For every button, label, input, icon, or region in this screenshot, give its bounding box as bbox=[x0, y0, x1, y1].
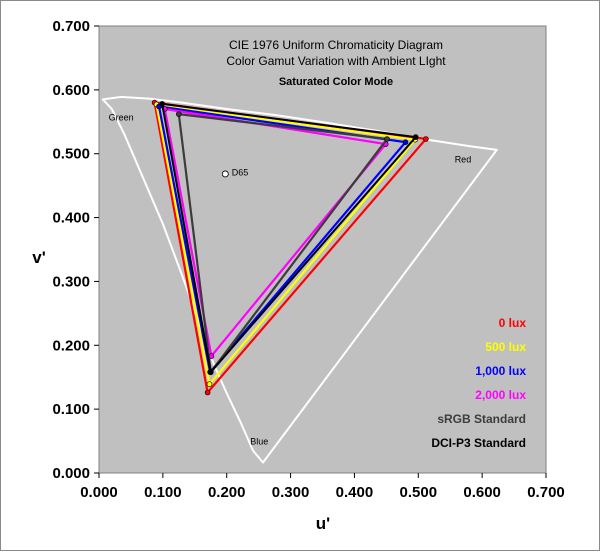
legend-item-1-000-lux: 1,000 lux bbox=[475, 364, 526, 378]
vertex-marker-0-lux bbox=[423, 136, 429, 142]
gamut-triangle-srgb-standard bbox=[177, 112, 390, 375]
mode-label: Saturated Color Mode bbox=[279, 76, 393, 88]
gamut-triangle-1-000-lux bbox=[157, 105, 408, 375]
x-tick-label: 0.200 bbox=[208, 484, 246, 501]
legend-item-0-lux: 0 lux bbox=[499, 316, 527, 330]
annotation-green: Green bbox=[109, 113, 134, 123]
x-axis-label: u' bbox=[316, 514, 330, 533]
vertex-marker-dci-p3-standard bbox=[208, 369, 214, 375]
vertex-marker-srgb-standard bbox=[384, 136, 390, 142]
y-axis-label: v' bbox=[32, 248, 46, 267]
gamut-triangle-dci-p3-standard bbox=[160, 102, 418, 375]
x-tick-label: 0.400 bbox=[336, 484, 374, 501]
vertex-marker-500-lux bbox=[206, 381, 213, 388]
legend-item-2-000-lux: 2,000 lux bbox=[475, 388, 526, 402]
vertex-marker-srgb-standard bbox=[176, 111, 182, 117]
y-tick-label: 0.400 bbox=[52, 210, 90, 227]
y-tick-label: 0.600 bbox=[52, 82, 90, 99]
gamut-triangle-500-lux bbox=[155, 103, 418, 387]
vertex-marker-1-000-lux bbox=[402, 139, 409, 145]
legend-item-dci-p3-standard: DCI-P3 Standard bbox=[431, 436, 526, 450]
annotation-blue: Blue bbox=[250, 436, 268, 446]
legend-item-srgb-standard: sRGB Standard bbox=[437, 412, 526, 426]
y-tick-label: 0.700 bbox=[52, 18, 90, 35]
x-tick-label: 0.700 bbox=[527, 484, 565, 501]
chart-subtitle: Color Gamut Variation with Ambient LIght bbox=[226, 54, 446, 68]
x-tick-label: 0.100 bbox=[144, 484, 182, 501]
legend-item-500-lux: 500 lux bbox=[485, 340, 526, 354]
annotation-red: Red bbox=[455, 155, 472, 165]
chart-title: CIE 1976 Uniform Chromaticity Diagram bbox=[229, 38, 443, 52]
y-tick-label: 0.100 bbox=[52, 401, 90, 418]
y-tick-label: 0.300 bbox=[52, 273, 90, 290]
x-tick-label: 0.500 bbox=[400, 484, 438, 501]
x-tick-label: 0.000 bbox=[80, 484, 118, 501]
vertex-marker-dci-p3-standard bbox=[159, 101, 165, 107]
x-tick-label: 0.300 bbox=[272, 484, 310, 501]
vertex-marker-dci-p3-standard bbox=[412, 134, 419, 140]
y-tick-label: 0.200 bbox=[52, 337, 90, 354]
annotation-d65: D65 bbox=[232, 167, 249, 177]
y-tick-label: 0.500 bbox=[52, 146, 90, 163]
x-tick-label: 0.600 bbox=[463, 484, 501, 501]
vertex-marker-0-lux bbox=[204, 389, 211, 396]
white-point-marker bbox=[221, 170, 229, 178]
y-tick-label: 0.000 bbox=[52, 465, 90, 482]
